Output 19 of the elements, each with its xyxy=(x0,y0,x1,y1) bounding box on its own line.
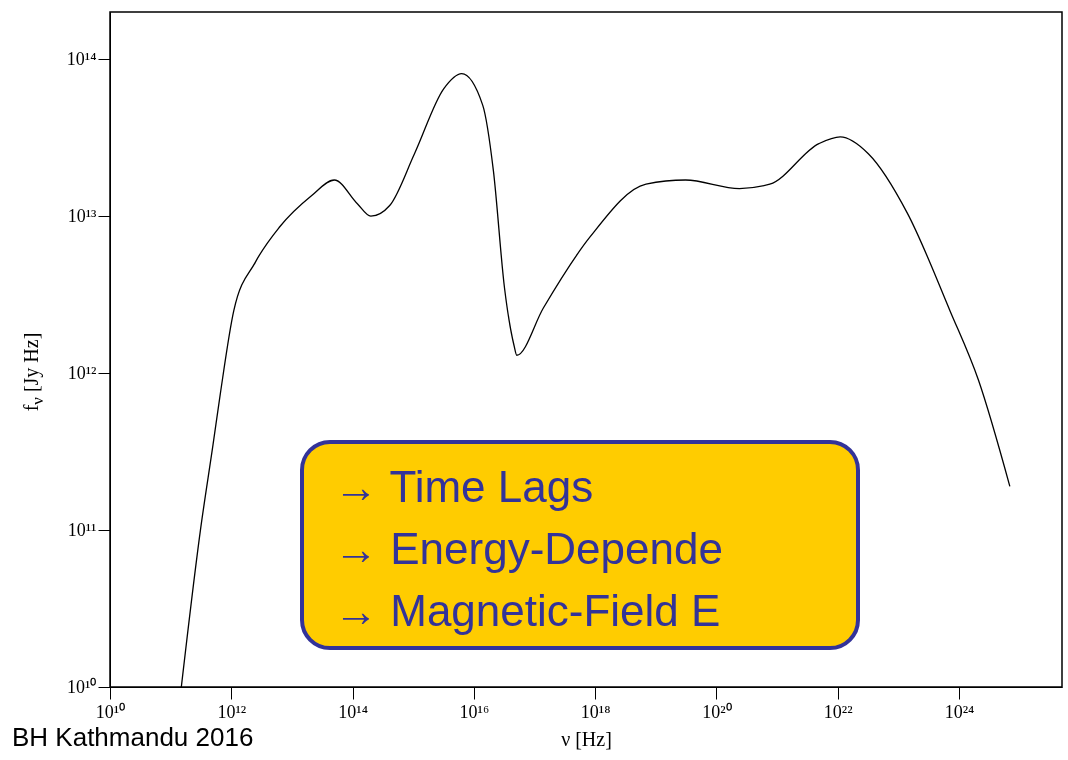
y-tick-label: 10¹² xyxy=(67,362,97,383)
x-tick-label: 10¹⁰ xyxy=(95,701,126,722)
y-tick-label: 10¹⁴ xyxy=(66,48,97,69)
callout-box: → Time Lags → Energy-Depende → Magnetic-Field E xyxy=(300,440,860,650)
x-tick-label: 10²² xyxy=(823,701,853,722)
text: BH Kathmandu 2016 xyxy=(12,722,254,753)
annotation: → Magnetic-Field E xyxy=(334,585,722,637)
y-tick-label: 10¹⁰ xyxy=(67,676,97,697)
x-tick-label: 10¹⁶ xyxy=(459,701,490,722)
x-tick-label: 10¹⁴ xyxy=(338,701,368,722)
annotation: → Time Lags xyxy=(334,461,595,513)
x-axis-title: ν [Hz] xyxy=(561,727,612,750)
y-tick-label: 10¹¹ xyxy=(67,519,97,540)
annotation: → Energy-Depende xyxy=(334,523,724,575)
y-tick-label: 10¹³ xyxy=(67,205,98,226)
x-tick-label: 10¹⁸ xyxy=(580,701,611,722)
x-tick-label: 10²⁴ xyxy=(944,701,975,722)
x-tick-label: 10²⁰ xyxy=(702,701,732,722)
x-tick-label: 10¹² xyxy=(217,701,247,722)
